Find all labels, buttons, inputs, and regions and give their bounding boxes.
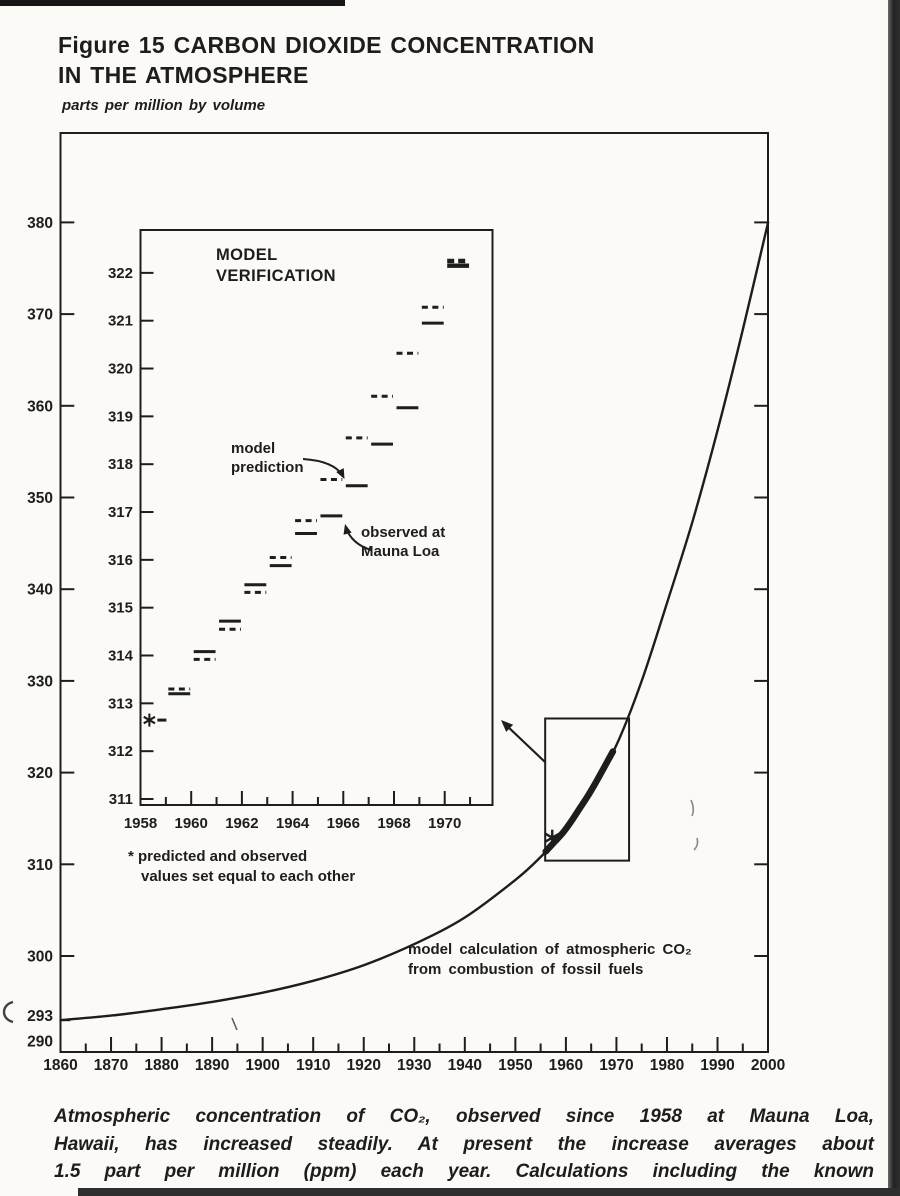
svg-text:316: 316 xyxy=(108,552,133,569)
svg-text:2000: 2000 xyxy=(751,1057,785,1074)
svg-text:1966: 1966 xyxy=(327,815,360,832)
svg-text:300: 300 xyxy=(27,949,53,966)
svg-text:330: 330 xyxy=(27,673,53,690)
svg-text:311: 311 xyxy=(109,791,133,808)
zoom-box xyxy=(544,717,631,862)
inset-footnote-line1: * predicted and observed xyxy=(128,848,308,865)
svg-text:1980: 1980 xyxy=(650,1057,684,1074)
inset-footnote-line2: values set equal to each other xyxy=(141,868,356,886)
model-prediction-arrow xyxy=(302,458,345,479)
y-axis-unit-label: parts per million by volume xyxy=(62,97,266,114)
svg-text:1962: 1962 xyxy=(225,815,258,832)
svg-text:319: 319 xyxy=(108,408,133,425)
figure-title: Figure 15 CARBON DIOXIDE CONCENTRATION I… xyxy=(58,32,595,89)
scan-edge-right xyxy=(888,0,900,1196)
pen-marks xyxy=(2,799,699,1031)
svg-text:313: 313 xyxy=(108,695,133,712)
main-axis-ticks xyxy=(61,221,768,1051)
svg-text:1968: 1968 xyxy=(377,815,410,832)
svg-text:350: 350 xyxy=(27,490,53,507)
svg-text:360: 360 xyxy=(27,398,53,415)
svg-text:312: 312 xyxy=(108,743,133,760)
svg-text:317: 317 xyxy=(108,504,133,521)
svg-text:1880: 1880 xyxy=(144,1057,178,1074)
curve-annotation-line1: model calculation of atmospheric CO₂ xyxy=(408,941,692,958)
inset-title: MODEL VERIFICATION xyxy=(216,246,336,285)
svg-text:310: 310 xyxy=(27,857,53,874)
main-plot xyxy=(59,132,769,1053)
observed-mauna-loa-label: observed at Mauna Loa xyxy=(361,524,446,560)
svg-text:1970: 1970 xyxy=(428,815,461,832)
svg-text:1920: 1920 xyxy=(346,1057,380,1074)
svg-text:321: 321 xyxy=(108,313,133,330)
model-prediction-label: model prediction xyxy=(231,440,304,476)
svg-text:314: 314 xyxy=(108,648,134,665)
svg-text:293: 293 xyxy=(27,1008,53,1025)
svg-text:340: 340 xyxy=(27,582,53,599)
scan-edge-bottom xyxy=(78,1188,900,1196)
inset-footnote: * predicted and observed values set equa… xyxy=(128,847,355,888)
inset-equal-asterisk xyxy=(143,713,167,727)
svg-text:1964: 1964 xyxy=(276,815,310,832)
caption-line-3: 1.5 part per million (ppm) each year. Ca… xyxy=(54,1161,874,1182)
main-axis-labels: 290 293 300 310 320 330 340 350 360 370 380 1860 187… xyxy=(27,215,785,1074)
svg-text:290: 290 xyxy=(27,1034,53,1051)
svg-text:1950: 1950 xyxy=(498,1057,532,1074)
svg-text:1970: 1970 xyxy=(599,1057,633,1074)
svg-text:1960: 1960 xyxy=(175,815,208,832)
svg-text:380: 380 xyxy=(27,215,53,232)
svg-text:1958: 1958 xyxy=(124,815,157,832)
scan-edge-top xyxy=(0,0,345,6)
svg-text:1890: 1890 xyxy=(195,1057,229,1074)
main-curve xyxy=(59,221,770,1022)
svg-text:1990: 1990 xyxy=(700,1057,734,1074)
svg-text:320: 320 xyxy=(27,765,53,782)
svg-text:322: 322 xyxy=(108,265,133,282)
curve-annotation-line2: from combustion of fossil fuels xyxy=(408,960,644,978)
inset-axis-labels: 311 312 313 314 315 316 317 318 319 320 321 322 1958… xyxy=(108,265,461,832)
svg-text:1930: 1930 xyxy=(397,1057,431,1074)
svg-text:1900: 1900 xyxy=(245,1057,279,1074)
svg-text:370: 370 xyxy=(27,307,53,324)
inset-plot xyxy=(139,229,494,806)
curve-annotation: model calculation of atmospheric CO₂ fro… xyxy=(408,940,692,979)
inset-model-series xyxy=(168,258,470,691)
svg-text:318: 318 xyxy=(108,456,133,473)
svg-text:320: 320 xyxy=(108,361,133,378)
figure-caption: Atmospheric concentration of CO₂, observ… xyxy=(54,1103,874,1186)
svg-text:315: 315 xyxy=(108,600,133,617)
svg-text:1960: 1960 xyxy=(549,1057,583,1074)
inset-observed-series xyxy=(168,263,470,696)
caption-line-1: Atmospheric concentration of CO₂, observ… xyxy=(54,1106,874,1127)
inset-axis-ticks xyxy=(141,271,472,804)
svg-text:1870: 1870 xyxy=(94,1057,128,1074)
svg-text:1940: 1940 xyxy=(448,1057,482,1074)
main-curve-asterisk xyxy=(544,829,560,846)
svg-text:1910: 1910 xyxy=(296,1057,330,1074)
observed-arrow xyxy=(343,524,372,551)
caption-line-2: Hawaii, has increased steadily. At prese… xyxy=(54,1133,874,1155)
svg-text:1860: 1860 xyxy=(43,1057,77,1074)
connector-arrow xyxy=(501,720,546,763)
